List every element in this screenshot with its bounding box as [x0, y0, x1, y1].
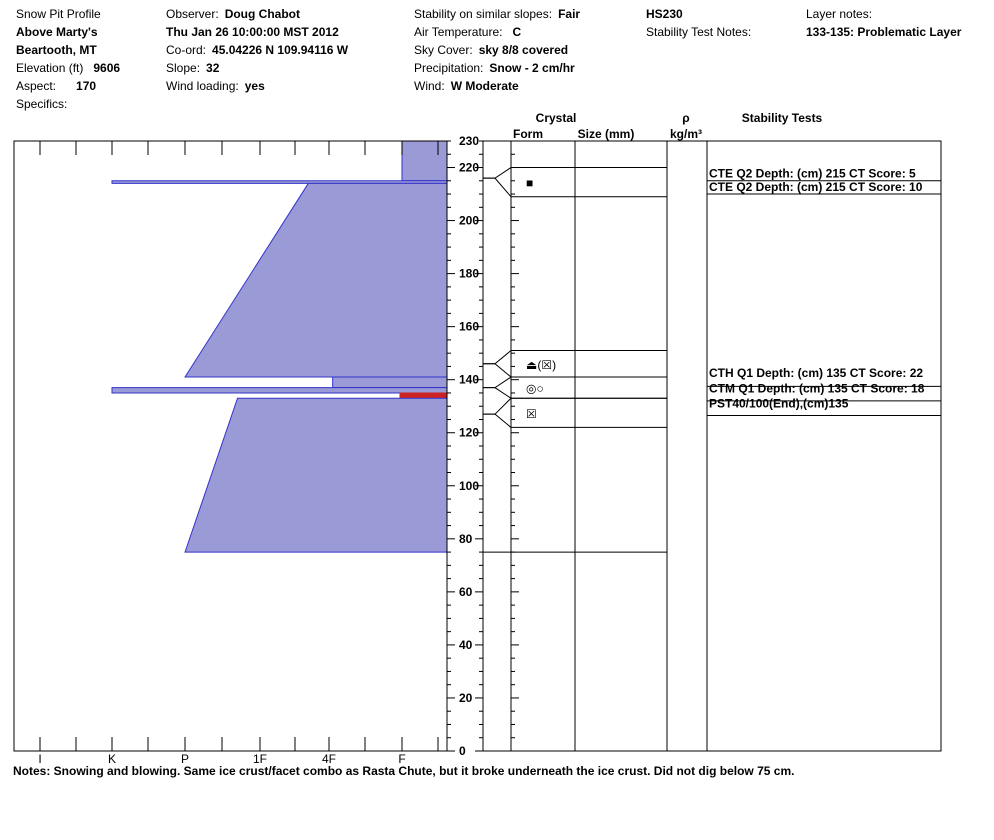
hardness-label-1F: 1F: [253, 752, 267, 766]
aspect-label: Aspect:: [16, 79, 57, 93]
coord-label: Co-ord:: [166, 43, 207, 57]
stability-label: Stability on similar slopes:: [414, 7, 553, 21]
crystal-column: ■ ⏏(☒) ◎○ ☒: [483, 167, 667, 553]
coord-field: Co-ord: 45.04226 N 109.94116 W: [166, 43, 348, 57]
stability-test-2: CTH Q1 Depth: (cm) 135 CT Score: 22: [709, 366, 923, 380]
crystal-form-symbol-0: ■: [526, 176, 533, 190]
hardness-layer-6: [184, 397, 448, 553]
specifics-label: Specifics:: [16, 97, 68, 111]
hardness-layer-4: [111, 387, 448, 394]
hardness-layer-0: [401, 140, 448, 182]
coord-value: 45.04226 N 109.94116 W: [212, 43, 349, 57]
crystal-connector-top-3: [483, 397, 512, 415]
aspect-field: Aspect: 170: [16, 79, 96, 93]
hardness-profile: [111, 140, 448, 553]
crystal-connector-top-0: [483, 167, 512, 179]
observation-datetime: Thu Jan 26 10:00:00 MST 2012: [166, 25, 339, 39]
slope-value: 32: [206, 61, 220, 75]
observer-label: Observer:: [166, 7, 219, 21]
chart-frames: I K P 1F 4F F: [13, 140, 942, 766]
hardness-label-P: P: [181, 752, 189, 766]
layer-notes-value: 133-135: Problematic Layer: [806, 25, 962, 39]
elevation-value: 9606: [93, 61, 121, 75]
crystal-form-symbol-3: ☒: [526, 407, 537, 421]
aspect-value: 170: [76, 79, 97, 93]
rho-unit-header: kg/m³: [670, 127, 702, 141]
height-label-180: 180: [459, 267, 479, 281]
stability-test-4: PST40/100(End),(cm)135: [709, 397, 849, 411]
pit-notes: Notes: Snowing and blowing. Same ice cru…: [13, 764, 795, 778]
observer-value: Doug Chabot: [224, 7, 301, 21]
wind-loading-label: Wind loading:: [166, 79, 239, 93]
stability-test-1: CTE Q2 Depth: (cm) 215 CT Score: 10: [709, 180, 923, 194]
rho-header: ρ: [682, 111, 689, 125]
height-label-200: 200: [459, 214, 479, 228]
crystal-connector-bottom-1: [483, 363, 512, 378]
form-header: Form: [513, 127, 543, 141]
height-label-230: 230: [459, 134, 479, 148]
column-headers: Crystal Form Size (mm) ρ kg/m³ Stability…: [513, 111, 823, 141]
elevation-label: Elevation (ft): [16, 61, 84, 75]
height-label-160: 160: [459, 320, 479, 334]
location-name: Above Marty's: [16, 25, 98, 39]
hardness-layer-5: [399, 392, 448, 399]
precip-label: Precipitation:: [414, 61, 484, 75]
air-temp-field: Air Temperature: C: [414, 25, 521, 39]
sky-field: Sky Cover: sky 8/8 covered: [414, 43, 568, 57]
stability-test-3: CTM Q1 Depth: (cm) 135 CT Score: 18: [709, 381, 925, 395]
height-label-140: 140: [459, 373, 479, 387]
crystal-form-symbol-2: ◎○: [526, 382, 544, 396]
hardness-label-I: I: [38, 752, 41, 766]
stability-field: Stability on similar slopes: Fair: [414, 7, 580, 21]
size-header: Size (mm): [578, 127, 635, 141]
sky-value: sky 8/8 covered: [478, 43, 569, 57]
crystal-form-symbol-1: ⏏(☒): [526, 358, 556, 372]
stability-notes-label: Stability Test Notes:: [646, 25, 752, 39]
wind-loading-value: yes: [244, 79, 265, 93]
height-label-220: 220: [459, 161, 479, 175]
hs-value: HS230: [646, 7, 683, 21]
crystal-frame: [482, 140, 942, 752]
crystal-connector-bottom-3: [483, 413, 512, 428]
height-label-60: 60: [459, 585, 473, 599]
wind-value: W Moderate: [450, 79, 519, 93]
stability-test-0: CTE Q2 Depth: (cm) 215 CT Score: 5: [709, 167, 916, 181]
hardness-label-K: K: [108, 752, 116, 766]
crystal-header: Crystal: [536, 111, 577, 125]
height-axis: 0 20 40 60 80 100 120 140 160 180 200 220 230: [447, 134, 519, 758]
hardness-label-F: F: [398, 752, 405, 766]
crystal-connector-top-2: [483, 376, 512, 389]
stability-tests-header: Stability Tests: [742, 111, 823, 125]
precip-field: Precipitation: Snow - 2 cm/hr: [414, 61, 575, 75]
hardness-layer-2: [184, 182, 448, 378]
slope-field: Slope: 32: [166, 61, 219, 75]
elevation-field: Elevation (ft) 9606: [16, 61, 120, 75]
hardness-label-4F: 4F: [322, 752, 336, 766]
height-label-40: 40: [459, 638, 473, 652]
height-label-20: 20: [459, 691, 473, 705]
layer-notes-label: Layer notes:: [806, 7, 873, 21]
crystal-connector-bottom-2: [483, 387, 512, 399]
wind-loading-field: Wind loading: yes: [166, 79, 265, 93]
pit-title: Snow Pit Profile: [16, 7, 101, 21]
air-temp-value: C: [512, 25, 522, 39]
crystal-connector-bottom-0: [483, 177, 512, 198]
height-label-120: 120: [459, 426, 479, 440]
precip-value: Snow - 2 cm/hr: [489, 61, 575, 75]
wind-label: Wind:: [414, 79, 445, 93]
hardness-layer-3: [332, 376, 448, 389]
region-name: Beartooth, MT: [16, 43, 97, 57]
sky-label: Sky Cover:: [414, 43, 473, 57]
height-label-100: 100: [459, 479, 479, 493]
height-label-0: 0: [459, 744, 466, 758]
height-label-80: 80: [459, 532, 473, 546]
wind-field: Wind: W Moderate: [414, 79, 519, 93]
air-temp-label: Air Temperature:: [414, 25, 503, 39]
slope-label: Slope:: [166, 61, 201, 75]
observer-field: Observer: Doug Chabot: [166, 7, 300, 21]
crystal-connector-top-1: [483, 350, 512, 365]
stability-value: Fair: [558, 7, 581, 21]
